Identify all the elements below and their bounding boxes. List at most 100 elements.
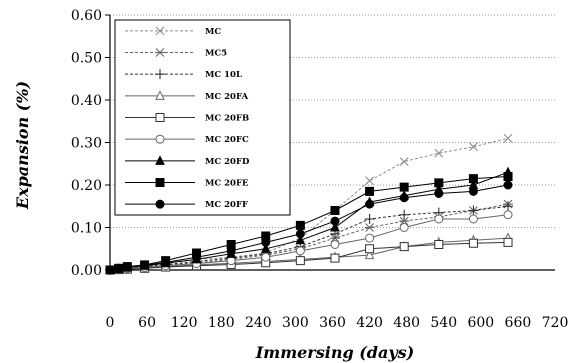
- x-tick-label: 0: [106, 315, 115, 331]
- data-point-mc-20fe: [468, 174, 478, 184]
- data-point-mc: [434, 148, 444, 158]
- data-point-mc: [399, 157, 409, 167]
- legend-entry-mc-20fc: MC 20FC: [125, 134, 249, 145]
- data-point-mc-20fc: [365, 233, 375, 243]
- legend-label: MC 10L: [205, 70, 242, 80]
- data-point-mc-20fb: [365, 244, 375, 254]
- data-point-mc-20ff: [122, 262, 132, 272]
- data-point-mc-20ff: [226, 246, 236, 256]
- y-tick-label: 0.50: [71, 51, 102, 67]
- data-point-mc-20fb: [330, 253, 340, 263]
- x-tick-label: 480: [393, 315, 420, 331]
- legend-label: MC5: [205, 49, 227, 59]
- legend-entry-mc-20fb: MC 20FB: [125, 113, 249, 124]
- data-point-mc5: [364, 223, 375, 232]
- data-point-mc-20fe: [503, 172, 513, 181]
- data-point-mc: [503, 133, 513, 143]
- data-point-mc-10l: [468, 205, 479, 216]
- y-tick-label: 0.60: [71, 8, 102, 24]
- data-point-mc-20ff: [434, 189, 444, 198]
- data-point-mc-20fc: [468, 214, 478, 224]
- data-point-mc: [469, 142, 478, 152]
- x-tick-label: 120: [171, 315, 198, 331]
- legend-marker: [155, 69, 165, 80]
- data-point-mc-10l: [503, 201, 514, 212]
- data-point-mc-20fd: [295, 234, 306, 245]
- data-point-mc-20fc: [434, 214, 444, 224]
- data-point-mc-10l: [364, 214, 375, 224]
- series-mc-20ff: [105, 180, 513, 275]
- legend-label: MC: [205, 27, 221, 37]
- data-point-mc-20fd: [330, 221, 340, 232]
- data-point-mc-20fe: [434, 178, 444, 188]
- legend-entry-mc-20fa: MC 20FA: [125, 90, 248, 102]
- data-point-mc-20fe: [399, 182, 409, 192]
- y-tick-label: 0.00: [71, 263, 102, 279]
- legend-marker: [155, 26, 165, 36]
- legend: MC MC5 MC 10L MC 20FA MC 20FB MC 20FC MC 20FD M…: [114, 19, 291, 216]
- data-point-mc: [365, 176, 374, 186]
- legend-label: MC 20FA: [205, 92, 248, 102]
- legend-marker: [155, 90, 165, 100]
- data-point-mc-20ff: [140, 260, 150, 270]
- legend-entry-mc: MC: [125, 26, 221, 37]
- axes: 0.00 0.10 0.20 0.30 0.40 0.50 0.60 0 60 120 180 240…: [71, 8, 569, 331]
- data-point-mc-20fe: [365, 186, 375, 196]
- data-point-mc-20fa: [364, 249, 375, 260]
- data-point-mc-20fc: [399, 223, 409, 232]
- series-group: [105, 133, 514, 275]
- x-tick-label: 420: [356, 315, 383, 331]
- legend-marker: [155, 113, 165, 122]
- legend-marker: [155, 48, 165, 57]
- legend-entry-mc5: MC5: [125, 48, 227, 59]
- x-tick-label: 180: [208, 315, 235, 331]
- legend-label: MC 20FC: [205, 135, 249, 145]
- x-tick-label: 60: [138, 315, 156, 331]
- legend-marker: [155, 178, 165, 187]
- x-tick-label: 660: [505, 315, 532, 331]
- data-point-mc-20fb: [295, 256, 305, 266]
- data-point-mc-20ff: [399, 193, 409, 203]
- legend-marker: [155, 199, 165, 209]
- x-tick-label: 300: [282, 315, 309, 331]
- y-tick-label: 0.30: [71, 136, 102, 152]
- x-tick-label: 240: [245, 315, 272, 331]
- data-point-mc-20ff: [261, 237, 271, 247]
- data-point-mc-20ff: [503, 180, 513, 190]
- x-tick-label: 600: [467, 315, 494, 331]
- legend-label: MC 20FF: [205, 200, 248, 210]
- y-tick-label: 0.20: [71, 178, 102, 194]
- legend-entry-mc-20ff: MC 20FF: [125, 199, 248, 210]
- legend-marker: [155, 155, 165, 165]
- data-point-mc-20fc: [295, 246, 305, 256]
- data-point-mc-10l: [399, 209, 410, 220]
- data-point-mc-20fe: [295, 220, 305, 230]
- data-point-mc-20ff: [114, 264, 124, 274]
- data-point-mc-20fc: [503, 210, 513, 220]
- data-point-mc-20ff: [330, 216, 340, 226]
- x-axis-title: Immersing (days): [255, 343, 414, 362]
- legend-marker: [155, 134, 165, 144]
- legend-label: MC 20FE: [205, 179, 249, 189]
- legend-label: MC 20FB: [205, 114, 249, 124]
- data-point-mc-20fb: [399, 242, 409, 252]
- y-axis-title: Expansion (%): [13, 81, 32, 210]
- data-point-mc-20ff: [105, 265, 115, 275]
- y-tick-label: 0.10: [71, 221, 102, 237]
- data-point-mc-20ff: [192, 252, 202, 262]
- x-tick-label: 540: [430, 315, 457, 331]
- data-point-mc-20fc: [330, 240, 340, 249]
- y-tick-label: 0.40: [71, 93, 102, 109]
- data-point-mc5: [399, 216, 410, 226]
- legend-label: MC 20FD: [205, 157, 250, 167]
- legend-entry-mc-20fe: MC 20FE: [125, 178, 249, 189]
- data-point-mc-20ff: [161, 257, 171, 267]
- x-tick-label: 720: [542, 315, 569, 331]
- data-point-mc-20ff: [468, 186, 478, 196]
- data-point-mc-20fc: [261, 252, 271, 262]
- data-point-mc-20fb: [468, 238, 478, 248]
- data-point-mc-20fb: [434, 240, 444, 249]
- data-point-mc-20ff: [365, 199, 375, 209]
- legend-entry-mc-10l: MC 10L: [125, 69, 242, 80]
